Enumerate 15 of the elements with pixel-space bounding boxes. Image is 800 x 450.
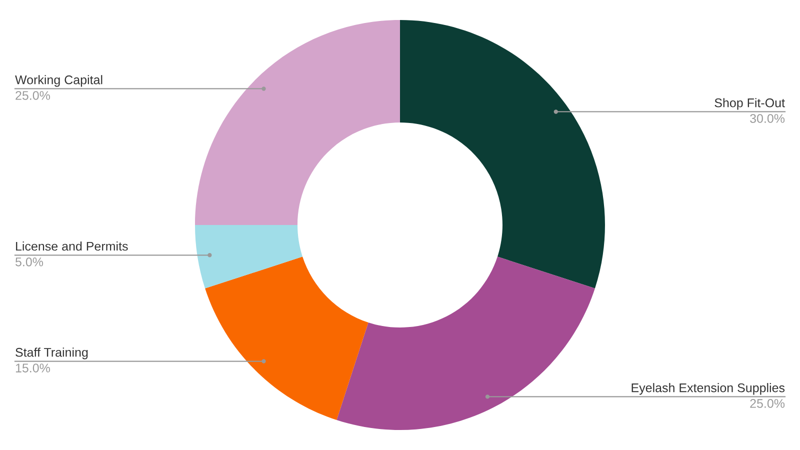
- data-label: 5.0%: [16, 257, 44, 266]
- data-label: 30.0%: [750, 114, 785, 123]
- data-label: 25.0%: [750, 399, 785, 408]
- donut-slice: [195, 225, 303, 288]
- slice-label: Staff Training: [16, 348, 88, 360]
- donut-slice: [195, 20, 400, 225]
- donut-slice: [400, 20, 605, 288]
- data-label: 25.0%: [16, 91, 50, 100]
- slice-label: Working Capital: [15, 75, 102, 87]
- slice-label: Shop Fit-Out: [714, 98, 785, 110]
- slice-label: Eyelash Extension Supplies: [632, 383, 785, 395]
- donut-slice: [205, 256, 368, 420]
- data-label: 15.0%: [16, 364, 50, 372]
- slice-label: License and Permits: [16, 241, 128, 251]
- donut-slice: [336, 256, 595, 430]
